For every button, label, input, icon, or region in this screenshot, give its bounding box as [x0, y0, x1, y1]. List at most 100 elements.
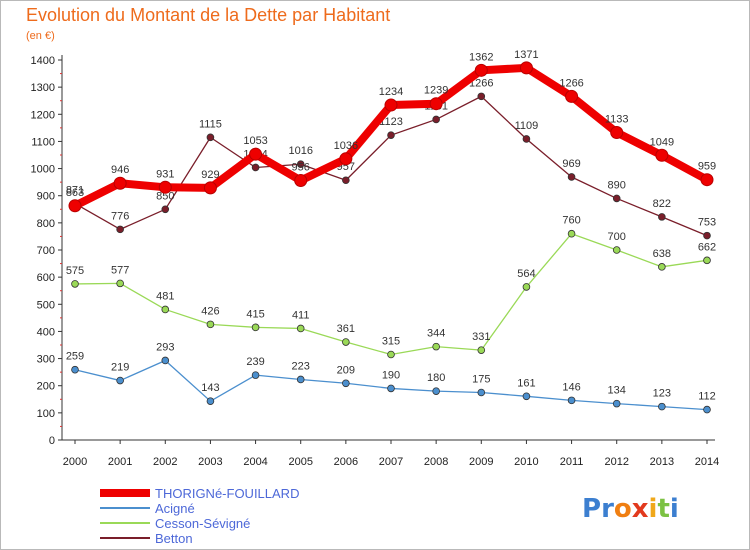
logo-letter: x: [632, 494, 649, 524]
data-point: [387, 384, 395, 393]
data-label: 1234: [379, 86, 403, 98]
y-tick-label: 300: [37, 354, 55, 366]
x-tick-label: 2001: [108, 456, 132, 468]
logo-letter: P: [582, 494, 601, 524]
logo-letter: r: [601, 494, 614, 524]
logo-letter: t: [657, 494, 669, 524]
data-point: [206, 320, 215, 329]
data-label: 112: [698, 391, 716, 403]
data-label: 259: [66, 351, 84, 363]
data-label: 1115: [199, 118, 222, 130]
data-point: [658, 263, 666, 271]
x-tick-label: 2007: [379, 456, 403, 468]
data-label: 1266: [559, 77, 583, 89]
x-tick-label: 2006: [334, 456, 358, 468]
x-tick-label: 2010: [514, 456, 538, 468]
x-tick-label: 2005: [288, 456, 312, 468]
legend-label: THORIGNé-FOUILLARD: [155, 486, 299, 501]
x-tick-label: 2003: [198, 456, 222, 468]
x-tick-label: 2004: [243, 456, 267, 468]
data-point: [294, 174, 308, 188]
data-point: [342, 379, 350, 388]
data-point: [68, 199, 82, 213]
data-label: 223: [292, 360, 310, 372]
data-point: [522, 135, 531, 143]
data-point: [429, 97, 443, 111]
series-0: 863 946 931 929 1053 956 1036 1234 1239 1362 1371 1…: [66, 49, 716, 213]
data-label: 361: [337, 323, 355, 335]
data-point: [610, 125, 624, 139]
data-point: [161, 356, 170, 365]
data-point: [249, 147, 263, 161]
data-label: 871: [66, 185, 84, 197]
chart-title: Evolution du Montant de la Dette par Hab…: [26, 5, 390, 25]
logo-text: Proxiti: [582, 494, 679, 524]
data-label: 1239: [424, 85, 448, 97]
data-point: [432, 387, 440, 395]
x-tick-label: 2014: [695, 456, 719, 468]
series-layer: 259 219 293 143 239 223 209 190 180 175 161 146 134 1…: [66, 49, 716, 414]
data-point: [342, 338, 350, 346]
x-tick-label: 2012: [604, 456, 628, 468]
data-point: [113, 176, 127, 190]
data-point: [474, 63, 488, 77]
data-point: [432, 342, 440, 351]
y-tick-label: 100: [37, 408, 55, 420]
data-label: 180: [427, 372, 445, 384]
legend-label: Betton: [155, 531, 193, 546]
data-point: [161, 305, 170, 314]
data-point: [703, 231, 711, 240]
data-label: 293: [156, 341, 174, 353]
x-tick-label: 2002: [153, 456, 177, 468]
data-point: [116, 279, 124, 288]
y-tick-label: 500: [37, 299, 55, 311]
y-tick-label: 0: [49, 435, 55, 447]
data-point: [158, 180, 172, 194]
data-label: 426: [201, 305, 219, 317]
data-label: 959: [698, 161, 716, 173]
series-2: 575 577 481 426 415 411 361 315 344 331 564 760 700 6…: [66, 215, 716, 359]
data-point: [477, 92, 486, 101]
data-point: [384, 98, 398, 112]
data-label: 1053: [243, 135, 267, 147]
data-point: [658, 213, 666, 221]
data-point: [339, 152, 353, 166]
x-tick-label: 2011: [560, 456, 584, 468]
data-point: [251, 371, 260, 379]
data-label: 209: [337, 364, 355, 376]
x-tick-label: 2008: [424, 456, 448, 468]
data-label: 863: [66, 187, 84, 199]
y-tick-label: 1000: [31, 164, 55, 176]
data-point: [203, 181, 217, 195]
data-label: 931: [156, 168, 174, 180]
y-tick-label: 700: [37, 245, 55, 257]
y-tick-label: 1300: [31, 82, 55, 94]
data-point: [612, 246, 621, 254]
data-label: 575: [66, 265, 84, 277]
axes: 0 100 200 300 400 500 600 700 800 900 1000 1100 1200…: [31, 55, 719, 468]
data-point: [522, 283, 531, 291]
data-label: 411: [292, 309, 310, 321]
data-label: 1362: [469, 51, 493, 63]
chart-subtitle: (en €): [26, 30, 55, 42]
legend: THORIGNé-FOUILLARDAcignéCesson-SévignéBe…: [100, 486, 299, 546]
data-point: [567, 229, 576, 238]
data-label: 577: [111, 264, 129, 276]
data-point: [251, 323, 260, 332]
data-point: [703, 256, 711, 265]
data-point: [567, 396, 576, 405]
data-label: 239: [246, 356, 264, 368]
y-tick-label: 1200: [31, 109, 55, 121]
data-label: 1049: [650, 136, 674, 148]
data-label: 344: [427, 328, 445, 340]
data-label: 161: [517, 377, 535, 389]
data-point: [206, 133, 215, 142]
data-point: [658, 402, 666, 411]
data-label: 946: [111, 164, 129, 176]
data-label: 822: [653, 198, 671, 210]
logo-letter: o: [614, 494, 632, 524]
y-tick-label: 1400: [31, 55, 55, 67]
data-label: 1266: [469, 77, 493, 89]
